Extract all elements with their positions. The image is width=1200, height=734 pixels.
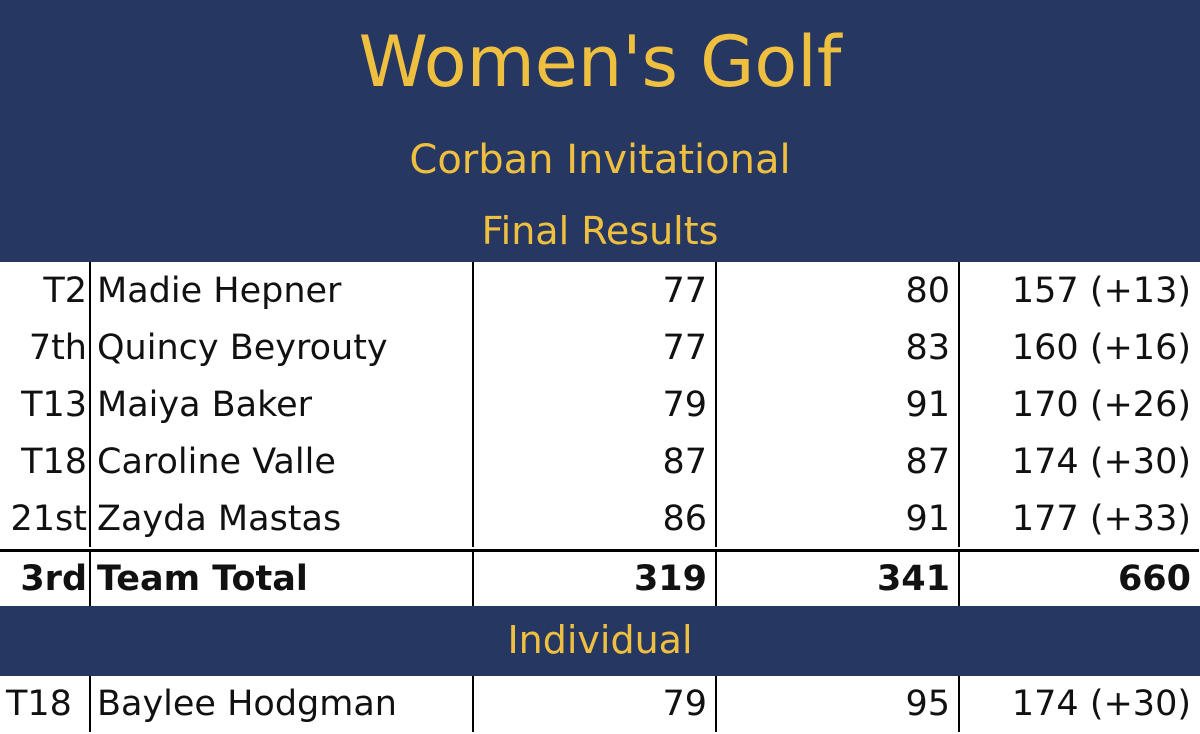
player-name-cell: Maiya Baker bbox=[89, 376, 473, 433]
total-cell: 157 (+13) bbox=[958, 262, 1199, 319]
table-row: 7th Quincy Beyrouty 77 83 160 (+16) bbox=[0, 319, 1199, 376]
page-title: Women's Golf bbox=[358, 21, 842, 103]
total-cell: 174 (+30) bbox=[958, 433, 1199, 490]
individual-banner: Individual bbox=[0, 606, 1200, 676]
position-cell: T18 bbox=[21, 441, 87, 482]
player-results-table: T2 Madie Hepner 77 80 157 (+13) 7th Quin… bbox=[0, 262, 1199, 547]
table-row: T2 Madie Hepner 77 80 157 (+13) bbox=[0, 262, 1199, 319]
round2-cell: 87 bbox=[715, 433, 959, 490]
round1-cell: 79 bbox=[472, 376, 716, 433]
total-cell: 170 (+26) bbox=[958, 376, 1199, 433]
player-name-cell: Baylee Hodgman bbox=[89, 676, 473, 732]
team-total-row: 3rd Team Total 319 341 660 bbox=[0, 550, 1199, 606]
player-name-cell: Madie Hepner bbox=[89, 262, 473, 319]
total-cell: 177 (+33) bbox=[958, 490, 1199, 547]
table-row: T18 Caroline Valle 87 87 174 (+30) bbox=[0, 433, 1199, 490]
round2-cell: 95 bbox=[715, 676, 959, 732]
header-banner: Women's Golf Corban Invitational Final R… bbox=[0, 0, 1200, 262]
round1-cell: 79 bbox=[472, 676, 716, 732]
position-cell: T2 bbox=[43, 270, 87, 311]
event-name: Corban Invitational bbox=[409, 137, 791, 183]
position-cell: 7th bbox=[28, 327, 87, 368]
round2-cell: 83 bbox=[715, 319, 959, 376]
total-cell: 174 (+30) bbox=[958, 676, 1199, 732]
table-row: T13 Maiya Baker 79 91 170 (+26) bbox=[0, 376, 1199, 433]
team-total-cell: 660 bbox=[958, 550, 1199, 606]
player-name-cell: Caroline Valle bbox=[89, 433, 473, 490]
team-round2-cell: 341 bbox=[715, 550, 959, 606]
player-name-cell: Quincy Beyrouty bbox=[89, 319, 473, 376]
round1-cell: 87 bbox=[472, 433, 716, 490]
player-name-cell: Zayda Mastas bbox=[89, 490, 473, 547]
individual-results-table: T18 Baylee Hodgman 79 95 174 (+30) bbox=[0, 676, 1199, 732]
team-position-cell: 3rd bbox=[20, 559, 87, 599]
team-total-table: 3rd Team Total 319 341 660 bbox=[0, 549, 1199, 606]
round2-cell: 91 bbox=[715, 376, 959, 433]
table-row: T18 Baylee Hodgman 79 95 174 (+30) bbox=[0, 676, 1199, 732]
round1-cell: 86 bbox=[472, 490, 716, 547]
round2-cell: 91 bbox=[715, 490, 959, 547]
team-round1-cell: 319 bbox=[472, 550, 716, 606]
results-subtitle: Final Results bbox=[481, 209, 719, 253]
table-row: 21st Zayda Mastas 86 91 177 (+33) bbox=[0, 490, 1199, 547]
position-cell: T13 bbox=[21, 384, 87, 425]
round1-cell: 77 bbox=[472, 319, 716, 376]
total-cell: 160 (+16) bbox=[958, 319, 1199, 376]
position-cell: 21st bbox=[10, 498, 88, 539]
team-label-cell: Team Total bbox=[89, 550, 473, 606]
round2-cell: 80 bbox=[715, 262, 959, 319]
individual-section-title: Individual bbox=[507, 618, 693, 662]
round1-cell: 77 bbox=[472, 262, 716, 319]
position-cell: T18 bbox=[6, 684, 72, 724]
